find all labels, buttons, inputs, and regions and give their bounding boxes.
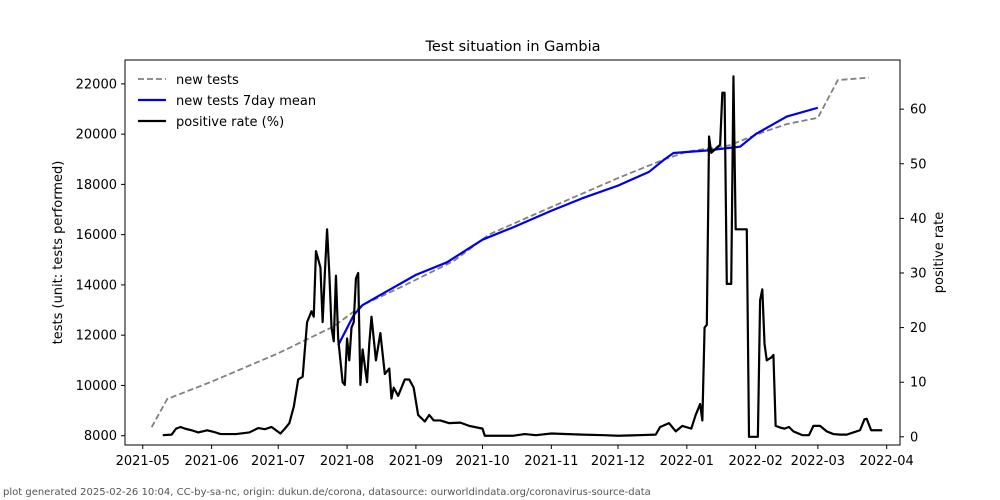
x-tick-label: 2021-11	[524, 454, 578, 469]
plot-frame	[124, 59, 901, 446]
y-right-tick-label: 0	[910, 430, 918, 445]
y-left-tick-label: 18000	[76, 178, 117, 193]
x-axis: 2021-05 2021-06 2021-07 2021-08 2021-09 2021-…	[116, 445, 914, 469]
y-left-tick-label: 16000	[76, 228, 117, 243]
x-tick-label: 2021-08	[320, 454, 374, 469]
y-right-tick-label: 10	[910, 376, 927, 391]
y-left-tick-label: 10000	[76, 379, 117, 394]
y-right-tick-label: 60	[910, 103, 927, 118]
y-axis-right: 0 10 20 30 40 50 60	[900, 103, 927, 445]
y-left-tick-label: 14000	[76, 278, 117, 293]
x-tick-label: 2022-01	[660, 454, 714, 469]
y-axis-left-label: tests (unit: tests performed)	[51, 161, 66, 345]
x-tick-label: 2021-06	[184, 454, 238, 469]
y-left-tick-label: 20000	[76, 128, 117, 143]
legend-label-positive-rate: positive rate (%)	[176, 115, 284, 130]
series-layer	[150, 75, 883, 438]
series-new-tests-line	[150, 76, 869, 428]
y-left-tick-label: 12000	[76, 329, 117, 344]
x-tick-label: 2022-02	[728, 454, 782, 469]
y-right-tick-label: 30	[910, 266, 927, 281]
series-7day-mean-line	[337, 106, 819, 346]
x-tick-label: 2021-07	[251, 454, 305, 469]
chart-title: Test situation in Gambia	[424, 39, 600, 55]
x-tick-label: 2022-04	[860, 454, 914, 469]
y-axis-right-label: positive rate	[932, 212, 947, 294]
y-right-tick-label: 50	[910, 157, 927, 172]
x-tick-label: 2021-09	[389, 454, 443, 469]
y-left-tick-label: 22000	[76, 77, 117, 92]
x-tick-label: 2021-05	[116, 454, 170, 469]
footer-credit: plot generated 2025-02-26 10:04, CC-by-s…	[3, 487, 651, 498]
x-tick-label: 2021-12	[591, 454, 645, 469]
series-positive-rate-line	[162, 75, 883, 438]
legend: new tests new tests 7day mean positive r…	[138, 73, 316, 130]
y-right-tick-label: 40	[910, 212, 927, 227]
y-right-tick-label: 20	[910, 321, 927, 336]
x-tick-label: 2022-03	[791, 454, 845, 469]
legend-label-mean: new tests 7day mean	[176, 94, 316, 109]
y-left-tick-label: 8000	[84, 429, 117, 444]
x-tick-label: 2021-10	[455, 454, 509, 469]
legend-label-new-tests: new tests	[176, 73, 239, 88]
y-axis-left: 8000 10000 12000 14000 16000 18000 20000 22000	[76, 77, 125, 444]
